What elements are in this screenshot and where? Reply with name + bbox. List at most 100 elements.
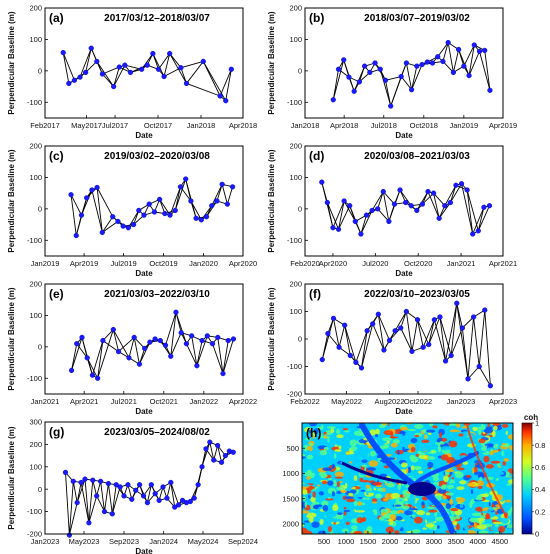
interferogram-pair-line <box>400 76 412 90</box>
interferogram-pair-line <box>361 323 374 368</box>
coherence-patch <box>498 525 506 533</box>
interferogram-pair-line <box>439 316 447 362</box>
panel-label: (f) <box>309 287 321 301</box>
coherence-patch <box>340 466 345 469</box>
coherence-patch <box>343 509 351 513</box>
coherence-patch <box>506 483 512 486</box>
interferogram-pair-line <box>433 193 440 219</box>
coherence-patch <box>494 443 499 449</box>
x-tick-label: Jan2021 <box>447 259 476 268</box>
acquisition-point <box>358 231 364 237</box>
coherence-patch <box>324 434 327 440</box>
acquisition-point <box>465 376 471 382</box>
interferogram-pair-line <box>427 191 440 219</box>
acquisition-point <box>481 204 487 210</box>
acquisition-point <box>131 334 137 341</box>
interferogram-pair-line <box>326 202 334 228</box>
acquisition-point <box>230 449 236 455</box>
acquisition-point <box>470 314 477 320</box>
coherence-patch <box>502 461 507 466</box>
acquisition-point <box>398 73 404 80</box>
coherence-patch <box>316 486 319 489</box>
interferogram-pair-line <box>461 183 474 235</box>
interferogram-pair-line <box>107 483 113 514</box>
coherence-patch <box>375 428 380 435</box>
coherence-patch <box>479 476 483 481</box>
acquisition-point <box>431 317 437 323</box>
acquisition-point <box>168 479 174 486</box>
coherence-patch <box>349 482 354 488</box>
interferogram-pair-line <box>84 479 90 523</box>
coherence-patch <box>345 521 350 526</box>
coherence-patch <box>439 424 447 430</box>
coherence-patch <box>448 423 456 426</box>
acquisition-point <box>403 308 409 315</box>
acquisition-point <box>94 58 100 65</box>
interferogram-pair-line <box>437 42 449 57</box>
coherence-patch <box>445 469 455 473</box>
coherence-patch <box>313 504 320 510</box>
coherence-patch <box>395 497 400 505</box>
coherence-patch <box>361 464 368 468</box>
interferogram-pair-line <box>146 484 152 503</box>
coherence-patch <box>348 461 353 464</box>
coherence-patch <box>319 449 328 456</box>
coherence-patch <box>407 466 412 474</box>
interferogram-pair-line <box>170 482 180 506</box>
coherence-patch <box>322 504 329 512</box>
coherence-patch <box>344 482 348 489</box>
coherence-patch <box>394 504 402 507</box>
coherence-patch <box>306 454 314 460</box>
acquisition-point <box>176 502 182 508</box>
coherence-patch <box>481 487 489 491</box>
acquisition-point <box>99 229 105 236</box>
coherence-patch <box>455 423 461 428</box>
acquisition-point <box>335 226 342 232</box>
interferogram-pair-line <box>133 337 140 365</box>
coherence-patch <box>451 477 454 480</box>
interferogram-pair-line <box>477 207 485 231</box>
interferogram-pair-line <box>190 200 202 221</box>
acquisition-point <box>199 337 205 344</box>
interferogram-pair-line <box>327 333 340 348</box>
x-tick-label: Apr2021 <box>489 259 517 268</box>
coherence-patch <box>318 491 324 496</box>
coherence-patch <box>425 512 431 516</box>
coherence-patch <box>312 491 316 498</box>
coherence-patch <box>418 455 428 460</box>
coherence-patch <box>304 501 307 508</box>
x-tick-label: Feb2022 <box>290 397 320 406</box>
interferogram-pair-line <box>445 303 458 362</box>
interferogram-pair-line <box>202 61 227 101</box>
x-tick-label: Jan2024 <box>149 537 178 546</box>
colorbar-gradient <box>521 422 533 535</box>
acquisition-point <box>86 520 92 526</box>
coherence-patch <box>497 454 504 462</box>
acquisition-point <box>364 328 370 334</box>
interferogram-pair-line <box>201 442 211 467</box>
acquisition-point <box>380 188 386 195</box>
x-axis-label: Date <box>395 131 413 140</box>
acquisition-point <box>188 198 194 204</box>
interferogram-pair-line <box>458 49 470 76</box>
coherence-patch <box>428 509 438 513</box>
y-tick-label: -100 <box>27 236 42 245</box>
y-tick-label: 200 <box>29 142 42 151</box>
coherence-patch <box>336 434 344 439</box>
acquisition-point <box>74 500 80 506</box>
coherence-patch <box>501 450 504 457</box>
coherence-patch <box>505 430 508 435</box>
interferogram-pair-line <box>461 327 469 379</box>
interferogram-pair-line <box>400 327 413 352</box>
interferogram-pair-line <box>333 318 340 348</box>
acquisition-point <box>89 187 95 193</box>
interferogram-pair-line <box>411 319 418 352</box>
coherence-patch <box>353 530 363 534</box>
interferogram-pair-line <box>327 318 334 334</box>
coherence-patch <box>306 475 311 480</box>
coherence-patch <box>336 480 340 488</box>
x-tick-label: 500 <box>318 537 331 546</box>
coherence-patch <box>350 525 358 530</box>
interferogram-pair-line <box>80 482 90 523</box>
coherence-patch <box>498 448 501 452</box>
